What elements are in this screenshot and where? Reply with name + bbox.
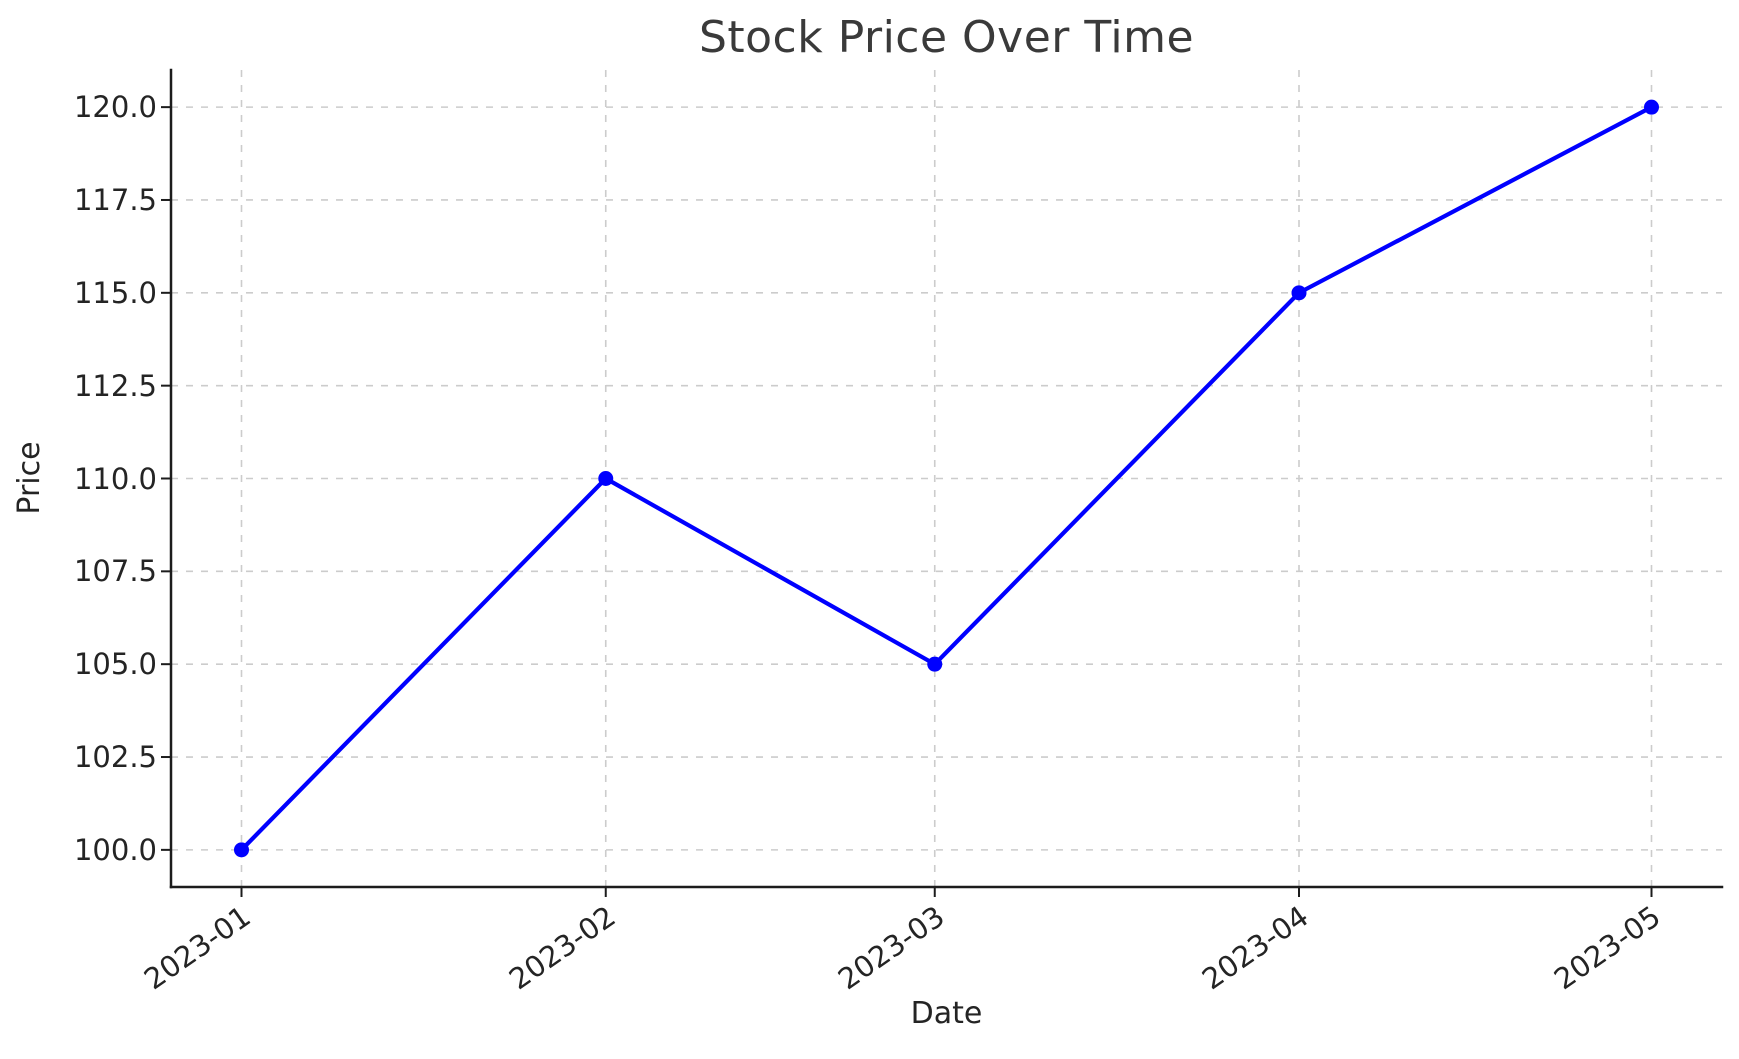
y-tick-label: 100.0: [73, 832, 157, 867]
y-tick-label: 112.5: [73, 368, 157, 403]
data-point-marker: [1644, 99, 1659, 115]
y-tick-label: 107.5: [73, 554, 157, 589]
chart-title: Stock Price Over Time: [698, 12, 1195, 63]
y-tick-label: 105.0: [73, 647, 157, 682]
y-tick-label: 120.0: [73, 90, 157, 125]
y-tick-label: 117.5: [73, 182, 157, 217]
y-tick-label: 110.0: [73, 461, 157, 496]
x-axis-label: Date: [910, 996, 983, 1031]
data-point-marker: [234, 842, 249, 858]
data-point-marker: [1291, 285, 1307, 301]
y-tick-label: 102.5: [73, 740, 157, 775]
y-tick-label: 115.0: [73, 275, 157, 310]
price-series-line: [239, 105, 1654, 852]
data-point-marker: [598, 471, 614, 486]
data-point-marker: [927, 656, 943, 672]
